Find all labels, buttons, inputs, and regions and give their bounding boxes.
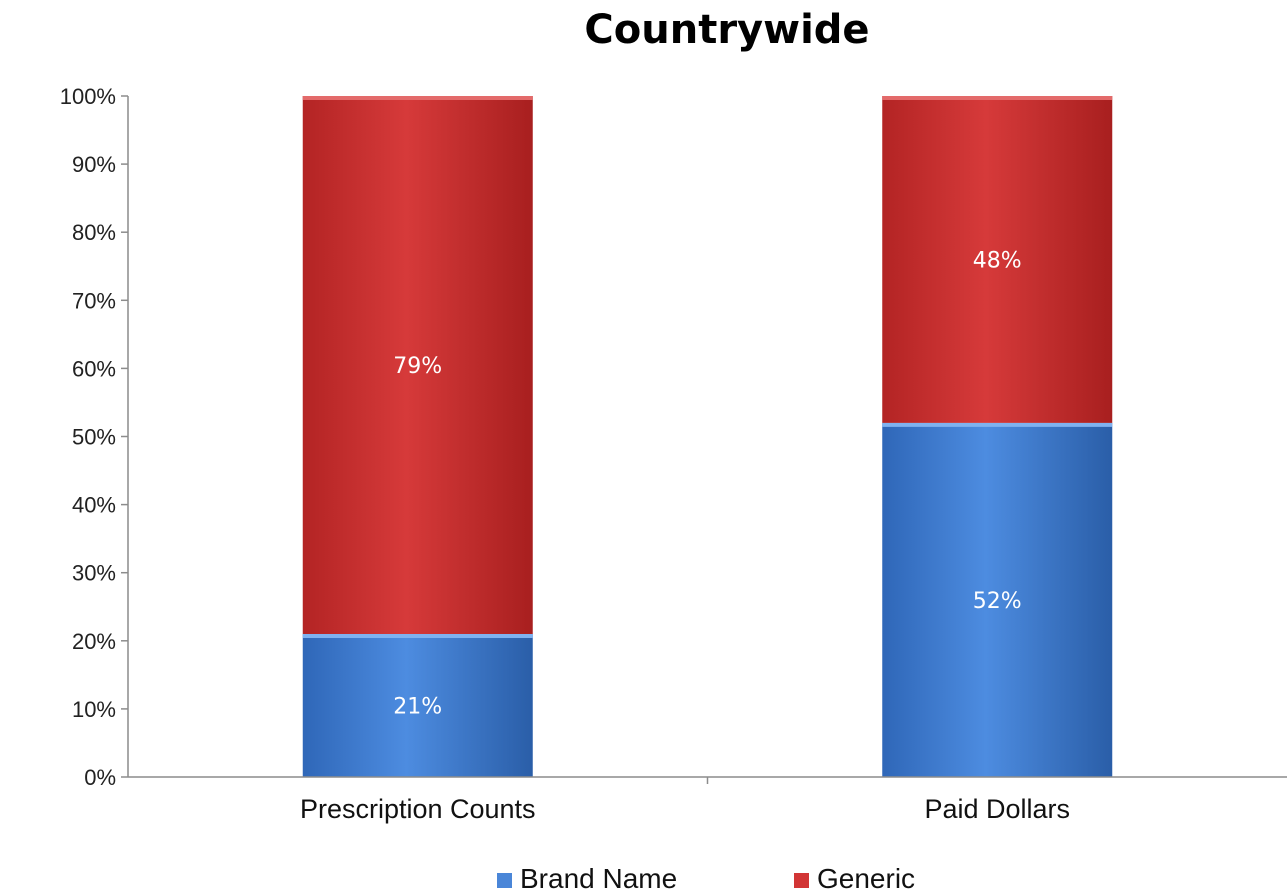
bars: 21% 79% 52% 48% (302, 96, 1113, 777)
legend: Brand Name Generic (497, 863, 915, 893)
legend-label-generic: Generic (817, 863, 915, 893)
y-tick-label: 80% (72, 220, 116, 245)
y-tick-label: 0% (84, 765, 116, 790)
y-tick-label: 90% (72, 152, 116, 177)
x-axis: Prescription Counts Paid Dollars (128, 776, 1287, 824)
legend-swatch-brand-name (497, 873, 512, 888)
data-label: 79% (393, 354, 442, 379)
bar-segment (302, 96, 533, 634)
y-axis: 0% 10% 20% 30% 40% 50% 60% 70% 80% 90% 100% (60, 84, 129, 790)
data-label: 48% (973, 248, 1022, 273)
y-tick-label: 60% (72, 356, 116, 381)
y-tick-label: 50% (72, 425, 116, 450)
bar-segment (882, 422, 1113, 777)
y-tick-label: 100% (60, 84, 116, 109)
bar-segment-highlight (302, 633, 533, 638)
data-label: 21% (393, 694, 442, 719)
legend-label-brand-name: Brand Name (520, 863, 677, 893)
bar-segment (302, 633, 533, 777)
bar-segment-highlight (882, 96, 1113, 100)
y-tick-label: 20% (72, 629, 116, 654)
legend-swatch-generic (794, 873, 809, 888)
y-tick-label: 40% (72, 493, 116, 518)
y-tick-label: 10% (72, 697, 116, 722)
bar-segment-highlight (302, 96, 533, 100)
y-tick-label: 70% (72, 288, 116, 313)
bar-segment-highlight (882, 422, 1113, 427)
bar-segment (882, 96, 1113, 423)
y-tick-label: 30% (72, 561, 116, 586)
category-label: Paid Dollars (924, 794, 1070, 824)
chart-title: Countrywide (584, 7, 869, 53)
category-label: Prescription Counts (300, 794, 536, 824)
data-label: 52% (973, 589, 1022, 614)
